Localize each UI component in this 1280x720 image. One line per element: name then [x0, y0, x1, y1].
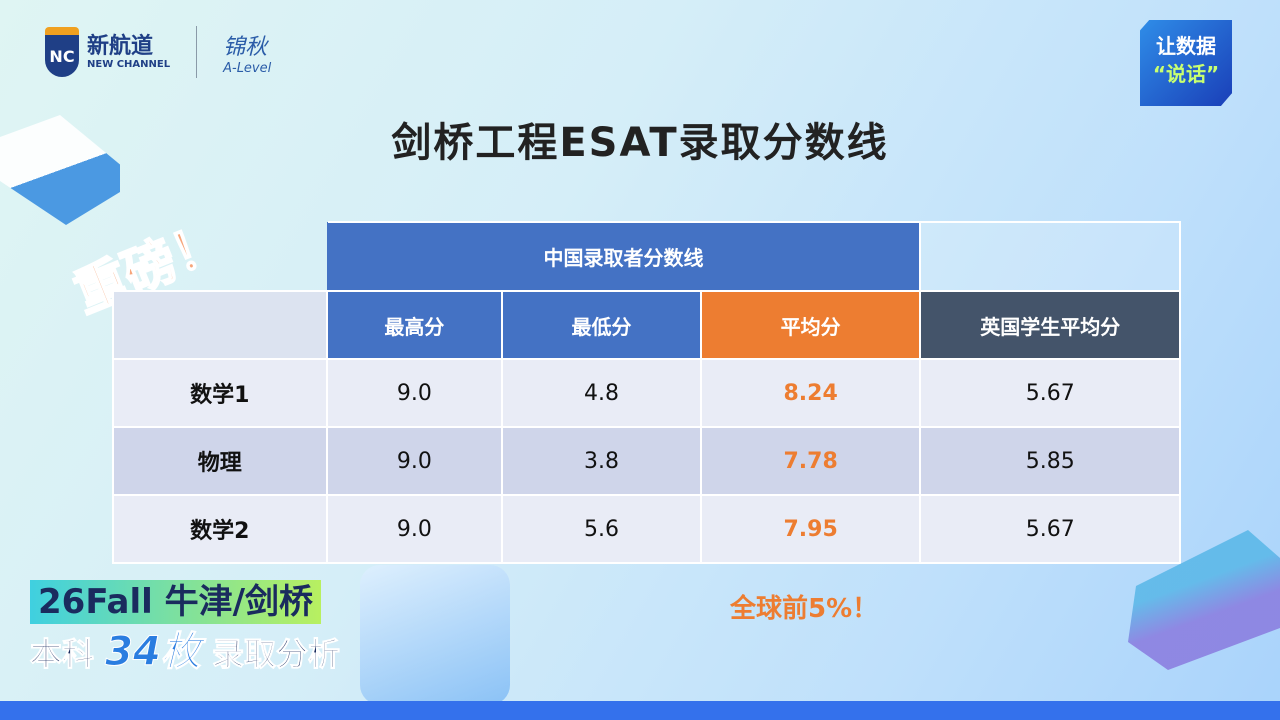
- avg-cell: 7.78: [699, 426, 922, 496]
- data-speaks-badge: 让数据 “说话”: [1140, 20, 1232, 106]
- logo: NC 新航道 NEW CHANNEL 锦秋 A-Level: [45, 26, 271, 78]
- col-header-max: 最高分: [325, 290, 504, 360]
- max-cell: 9.0: [325, 426, 504, 496]
- brand-cn: 新航道: [87, 33, 154, 59]
- 3d-decoration: [360, 565, 510, 705]
- partner-en: A-Level: [223, 60, 272, 76]
- empty-cell: [919, 221, 1181, 292]
- table-row: 物理 9.0 3.8 7.78 5.85: [112, 426, 1181, 496]
- promo-line2: 本科 34枚 录取分析: [29, 629, 340, 676]
- empty-cell: [112, 290, 328, 360]
- group-header: 中国录取者分数线: [325, 221, 922, 292]
- badge-line2: “说话”: [1152, 62, 1220, 86]
- col-header-uk-avg: 英国学生平均分: [919, 290, 1181, 360]
- uk-avg-cell: 5.67: [919, 494, 1181, 564]
- promo-banner: 26Fall 牛津/剑桥 本科 34枚 录取分析: [29, 580, 340, 676]
- promo-text-a: 本科: [29, 635, 95, 674]
- table-row: 数学1 9.0 4.8 8.24 5.67: [112, 358, 1181, 428]
- min-cell: 5.6: [501, 494, 702, 564]
- avg-cell: 8.24: [699, 358, 922, 428]
- brand-text: 新航道 NEW CHANNEL: [87, 33, 171, 70]
- table-row: 数学2 9.0 5.6 7.95 5.67: [112, 494, 1181, 564]
- partner-cn: 锦秋: [223, 34, 268, 60]
- subject-cell: 物理: [112, 426, 328, 496]
- page-title: 剑桥工程ESAT录取分数线: [391, 120, 889, 166]
- max-cell: 9.0: [325, 358, 504, 428]
- partner-logo: 锦秋 A-Level: [223, 29, 271, 76]
- empty-cell: [113, 222, 327, 292]
- promo-line1: 26Fall 牛津/剑桥: [30, 580, 322, 624]
- uk-avg-cell: 5.67: [919, 358, 1181, 428]
- max-cell: 9.0: [325, 494, 504, 564]
- col-header-min: 最低分: [501, 290, 702, 360]
- badge-line1: 让数据: [1156, 34, 1216, 58]
- promo-text-b: 录取分析: [211, 635, 340, 674]
- score-table: 中国录取者分数线 最高分 最低分 平均分 英国学生平均分 数学1 9.0 4.8…: [112, 221, 1181, 564]
- min-cell: 4.8: [501, 358, 702, 428]
- nc-shield-logo: NC: [45, 27, 79, 77]
- global-top-note: 全球前5%！: [730, 594, 879, 624]
- avg-cell: 7.95: [699, 494, 922, 564]
- table-header-row: 最高分 最低分 平均分 英国学生平均分: [112, 290, 1181, 360]
- table-group-header-row: 中国录取者分数线: [113, 221, 1181, 292]
- subject-cell: 数学1: [112, 358, 328, 428]
- subject-cell: 数学2: [112, 494, 328, 564]
- logo-divider: [196, 26, 198, 78]
- promo-count: 34枚: [105, 629, 202, 675]
- uk-avg-cell: 5.85: [919, 426, 1181, 496]
- brand-en: NEW CHANNEL: [87, 58, 171, 70]
- min-cell: 3.8: [501, 426, 702, 496]
- col-header-avg: 平均分: [699, 290, 922, 360]
- bottom-bar: [0, 701, 1280, 720]
